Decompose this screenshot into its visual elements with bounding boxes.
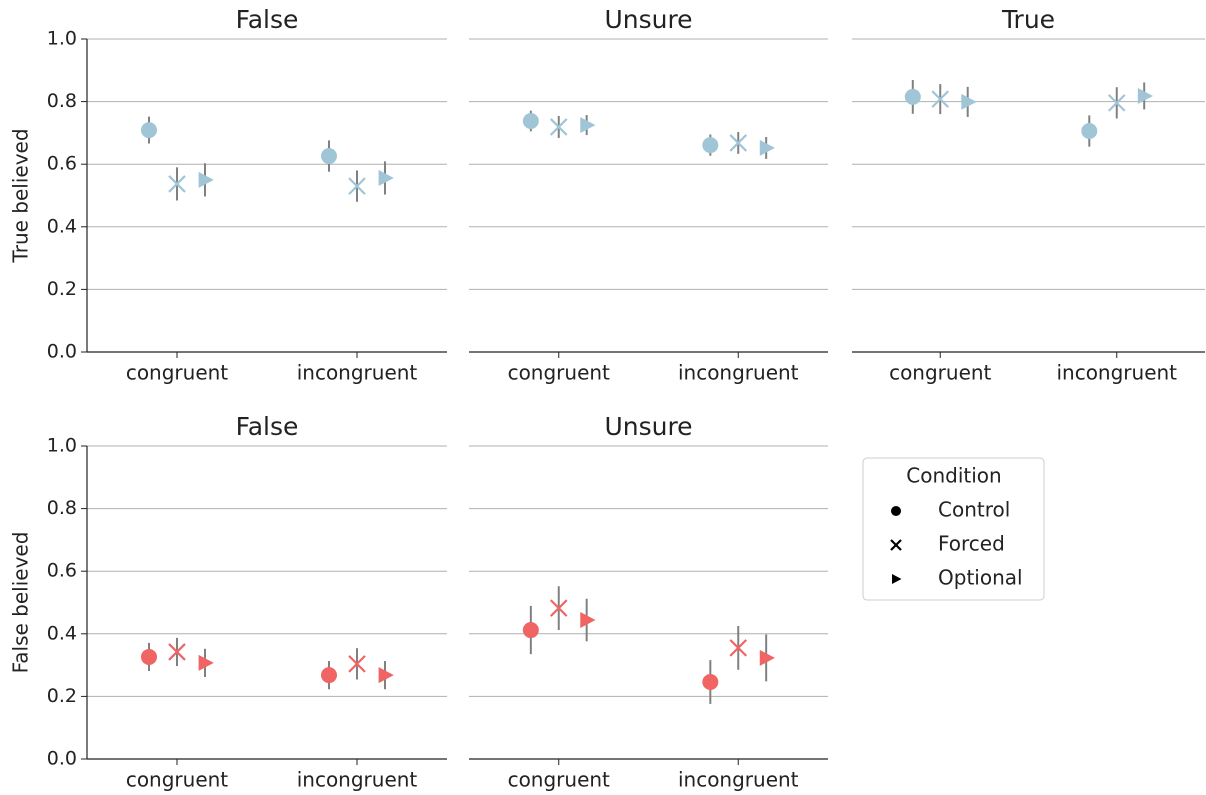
panel-title: Unsure	[604, 5, 692, 34]
marker-x	[168, 175, 186, 193]
y-tick-label: 0.2	[47, 685, 77, 707]
panel-title: Unsure	[604, 412, 692, 441]
marker-circle	[522, 113, 539, 130]
marker-circle	[321, 148, 337, 165]
y-axis-label: False believed	[9, 532, 33, 674]
marker-triangle	[580, 117, 596, 134]
marker-x	[168, 643, 186, 661]
legend-label: Control	[938, 498, 1010, 522]
marker-triangle	[580, 612, 596, 629]
marker-x	[348, 655, 366, 673]
marker-circle	[321, 667, 337, 684]
x-tick-label: incongruent	[1056, 361, 1177, 385]
marker-triangle	[198, 171, 214, 188]
marker-x	[729, 134, 748, 152]
panel-title: False	[236, 5, 299, 34]
y-tick-label: 1.0	[47, 28, 77, 50]
x-tick-label: incongruent	[297, 768, 418, 792]
marker-triangle	[198, 654, 214, 671]
marker-circle	[141, 648, 157, 665]
legend-box	[862, 457, 1045, 601]
marker-x	[549, 599, 568, 617]
x-tick-label: congruent	[508, 768, 610, 792]
x-tick-label: incongruent	[678, 768, 799, 792]
marker-triangle	[759, 139, 775, 156]
marker-triangle	[378, 667, 394, 684]
marker-circle	[904, 88, 921, 105]
panel-title: True	[1001, 5, 1055, 34]
y-tick-label: 0.4	[47, 622, 77, 644]
y-tick-label: 0.6	[47, 560, 77, 582]
legend-label: Optional	[938, 566, 1023, 590]
y-tick-label: 0.2	[47, 278, 77, 300]
marker-x	[1107, 94, 1126, 112]
legend-label: Forced	[938, 532, 1005, 556]
y-tick-label: 0.6	[47, 153, 77, 175]
x-tick-label: congruent	[889, 361, 991, 385]
marker-x	[890, 539, 902, 551]
x-tick-label: congruent	[508, 361, 610, 385]
marker-x	[549, 118, 568, 136]
x-tick-label: congruent	[126, 361, 228, 385]
x-tick-label: incongruent	[297, 361, 418, 385]
y-tick-label: 0.8	[47, 497, 77, 519]
x-tick-label: congruent	[126, 768, 228, 792]
marker-circle	[891, 506, 901, 516]
marker-x	[348, 177, 366, 195]
marker-triangle	[759, 649, 775, 666]
panel-title: False	[236, 412, 299, 441]
marker-triangle	[378, 169, 394, 186]
marker-circle	[1081, 123, 1098, 140]
y-tick-label: 0.4	[47, 215, 77, 237]
y-tick-label: 0.8	[47, 90, 77, 112]
y-tick-label: 1.0	[47, 435, 77, 457]
marker-triangle	[1137, 87, 1154, 104]
marker-circle	[141, 122, 157, 139]
x-tick-label: incongruent	[678, 361, 799, 385]
marker-circle	[702, 674, 719, 691]
marker-triangle	[892, 574, 902, 584]
y-axis-label: True believed	[9, 128, 33, 263]
y-tick-label: 0.0	[47, 748, 77, 770]
y-tick-label: 0.0	[47, 341, 77, 363]
marker-circle	[702, 137, 719, 154]
marker-x	[931, 90, 950, 108]
legend-title: Condition	[906, 464, 1001, 488]
marker-circle	[522, 622, 539, 639]
marker-triangle	[961, 93, 977, 110]
marker-x	[729, 639, 748, 657]
